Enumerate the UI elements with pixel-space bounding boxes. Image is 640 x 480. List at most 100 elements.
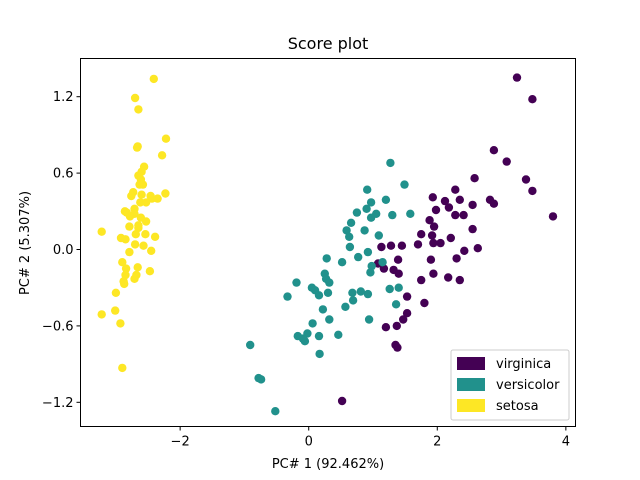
data-point-virginica — [381, 323, 391, 332]
data-point-virginica — [446, 233, 455, 243]
chart-title: Score plot — [288, 34, 369, 53]
data-point-versicolor — [283, 292, 292, 301]
data-point-virginica — [512, 73, 522, 82]
data-point-setosa — [137, 190, 146, 199]
data-point-virginica — [402, 292, 412, 301]
legend: virginica versicolor setosa — [450, 349, 570, 421]
data-point-versicolor — [322, 254, 331, 263]
data-point-versicolor — [363, 185, 372, 194]
data-point-versicolor — [298, 334, 308, 343]
data-point-virginica — [402, 309, 412, 318]
x-tick-label: 2 — [433, 435, 441, 450]
data-point-setosa — [116, 319, 125, 328]
data-point-virginica — [455, 275, 464, 285]
data-point-versicolor — [366, 198, 376, 207]
data-point-setosa — [138, 180, 148, 189]
data-point-virginica — [379, 264, 389, 273]
data-point-setosa — [141, 217, 151, 226]
y-tick-label: 0.0 — [53, 243, 74, 258]
y-tick-label: −1.2 — [42, 396, 74, 411]
data-point-versicolor — [356, 287, 365, 296]
data-point-versicolor — [386, 158, 395, 168]
data-point-versicolor — [345, 232, 354, 241]
data-point-versicolor — [325, 315, 334, 324]
data-point-virginica — [521, 175, 531, 184]
data-point-versicolor — [314, 291, 324, 300]
data-point-virginica — [399, 315, 408, 324]
data-point-virginica — [460, 246, 469, 255]
data-point-virginica — [429, 269, 438, 278]
data-point-virginica — [468, 224, 477, 234]
data-point-versicolor — [385, 284, 394, 294]
data-point-versicolor — [366, 213, 376, 222]
legend-label-virginica: virginica — [496, 357, 551, 372]
data-point-versicolor — [334, 330, 343, 339]
data-point-versicolor — [363, 289, 373, 299]
legend-swatch-setosa — [457, 399, 485, 412]
data-point-setosa — [97, 310, 106, 319]
data-point-versicolor — [315, 349, 324, 359]
data-point-setosa — [121, 270, 130, 280]
data-point-virginica — [417, 275, 426, 285]
data-point-versicolor — [362, 204, 371, 213]
data-point-versicolor — [348, 296, 358, 305]
data-point-setosa — [161, 134, 171, 143]
data-point-virginica — [470, 174, 479, 183]
y-tick-label: 0.6 — [53, 167, 74, 182]
y-axis-ticks: −1.2 −0.6 0.0 0.6 1.2 — [42, 90, 81, 411]
data-point-virginica — [393, 255, 403, 264]
scatter-points — [97, 73, 558, 416]
data-point-setosa — [130, 240, 140, 249]
data-point-versicolor — [271, 407, 280, 416]
data-point-versicolor — [342, 226, 351, 235]
data-point-versicolor — [378, 258, 387, 267]
data-point-versicolor — [366, 268, 375, 277]
data-point-setosa — [125, 212, 135, 221]
data-point-virginica — [393, 343, 402, 352]
data-point-virginica — [413, 240, 423, 249]
plot-area-frame — [80, 58, 576, 427]
series-versicolor — [246, 158, 415, 416]
data-point-versicolor — [406, 209, 415, 218]
data-point-versicolor — [341, 302, 350, 311]
data-point-virginica — [473, 244, 482, 253]
data-point-versicolor — [308, 319, 317, 328]
data-point-versicolor — [388, 210, 397, 220]
x-tick-label: 4 — [562, 435, 570, 450]
data-point-virginica — [528, 95, 537, 104]
data-point-virginica — [451, 210, 460, 220]
data-point-virginica — [429, 238, 438, 248]
data-point-versicolor — [325, 278, 334, 287]
data-point-versicolor — [381, 195, 391, 204]
y-tick-label: −0.6 — [42, 319, 74, 334]
data-point-setosa — [125, 222, 134, 231]
data-point-setosa — [118, 363, 127, 373]
data-point-virginica — [459, 210, 468, 220]
data-point-virginica — [452, 254, 461, 263]
data-point-versicolor — [256, 375, 266, 384]
data-point-setosa — [134, 105, 143, 114]
data-point-setosa — [139, 241, 148, 250]
data-point-setosa — [132, 143, 142, 152]
data-point-versicolor — [354, 252, 363, 262]
data-point-versicolor — [246, 340, 255, 350]
data-point-setosa — [134, 223, 143, 233]
data-point-virginica — [377, 242, 386, 252]
data-point-versicolor — [394, 283, 403, 292]
data-point-setosa — [141, 230, 150, 239]
data-point-virginica — [548, 212, 558, 221]
x-axis-ticks: −2 0 2 4 — [171, 426, 570, 450]
data-point-versicolor — [346, 218, 356, 227]
legend-swatch-versicolor — [457, 378, 485, 391]
data-point-setosa — [149, 74, 158, 84]
data-point-versicolor — [318, 305, 328, 314]
data-point-virginica — [420, 298, 429, 308]
data-point-virginica — [468, 200, 477, 210]
data-point-virginica — [417, 230, 426, 239]
y-tick-label: 1.2 — [53, 90, 74, 105]
data-point-setosa — [125, 247, 134, 257]
data-point-virginica — [436, 238, 445, 248]
data-point-setosa — [136, 198, 145, 207]
data-point-setosa — [133, 263, 142, 272]
